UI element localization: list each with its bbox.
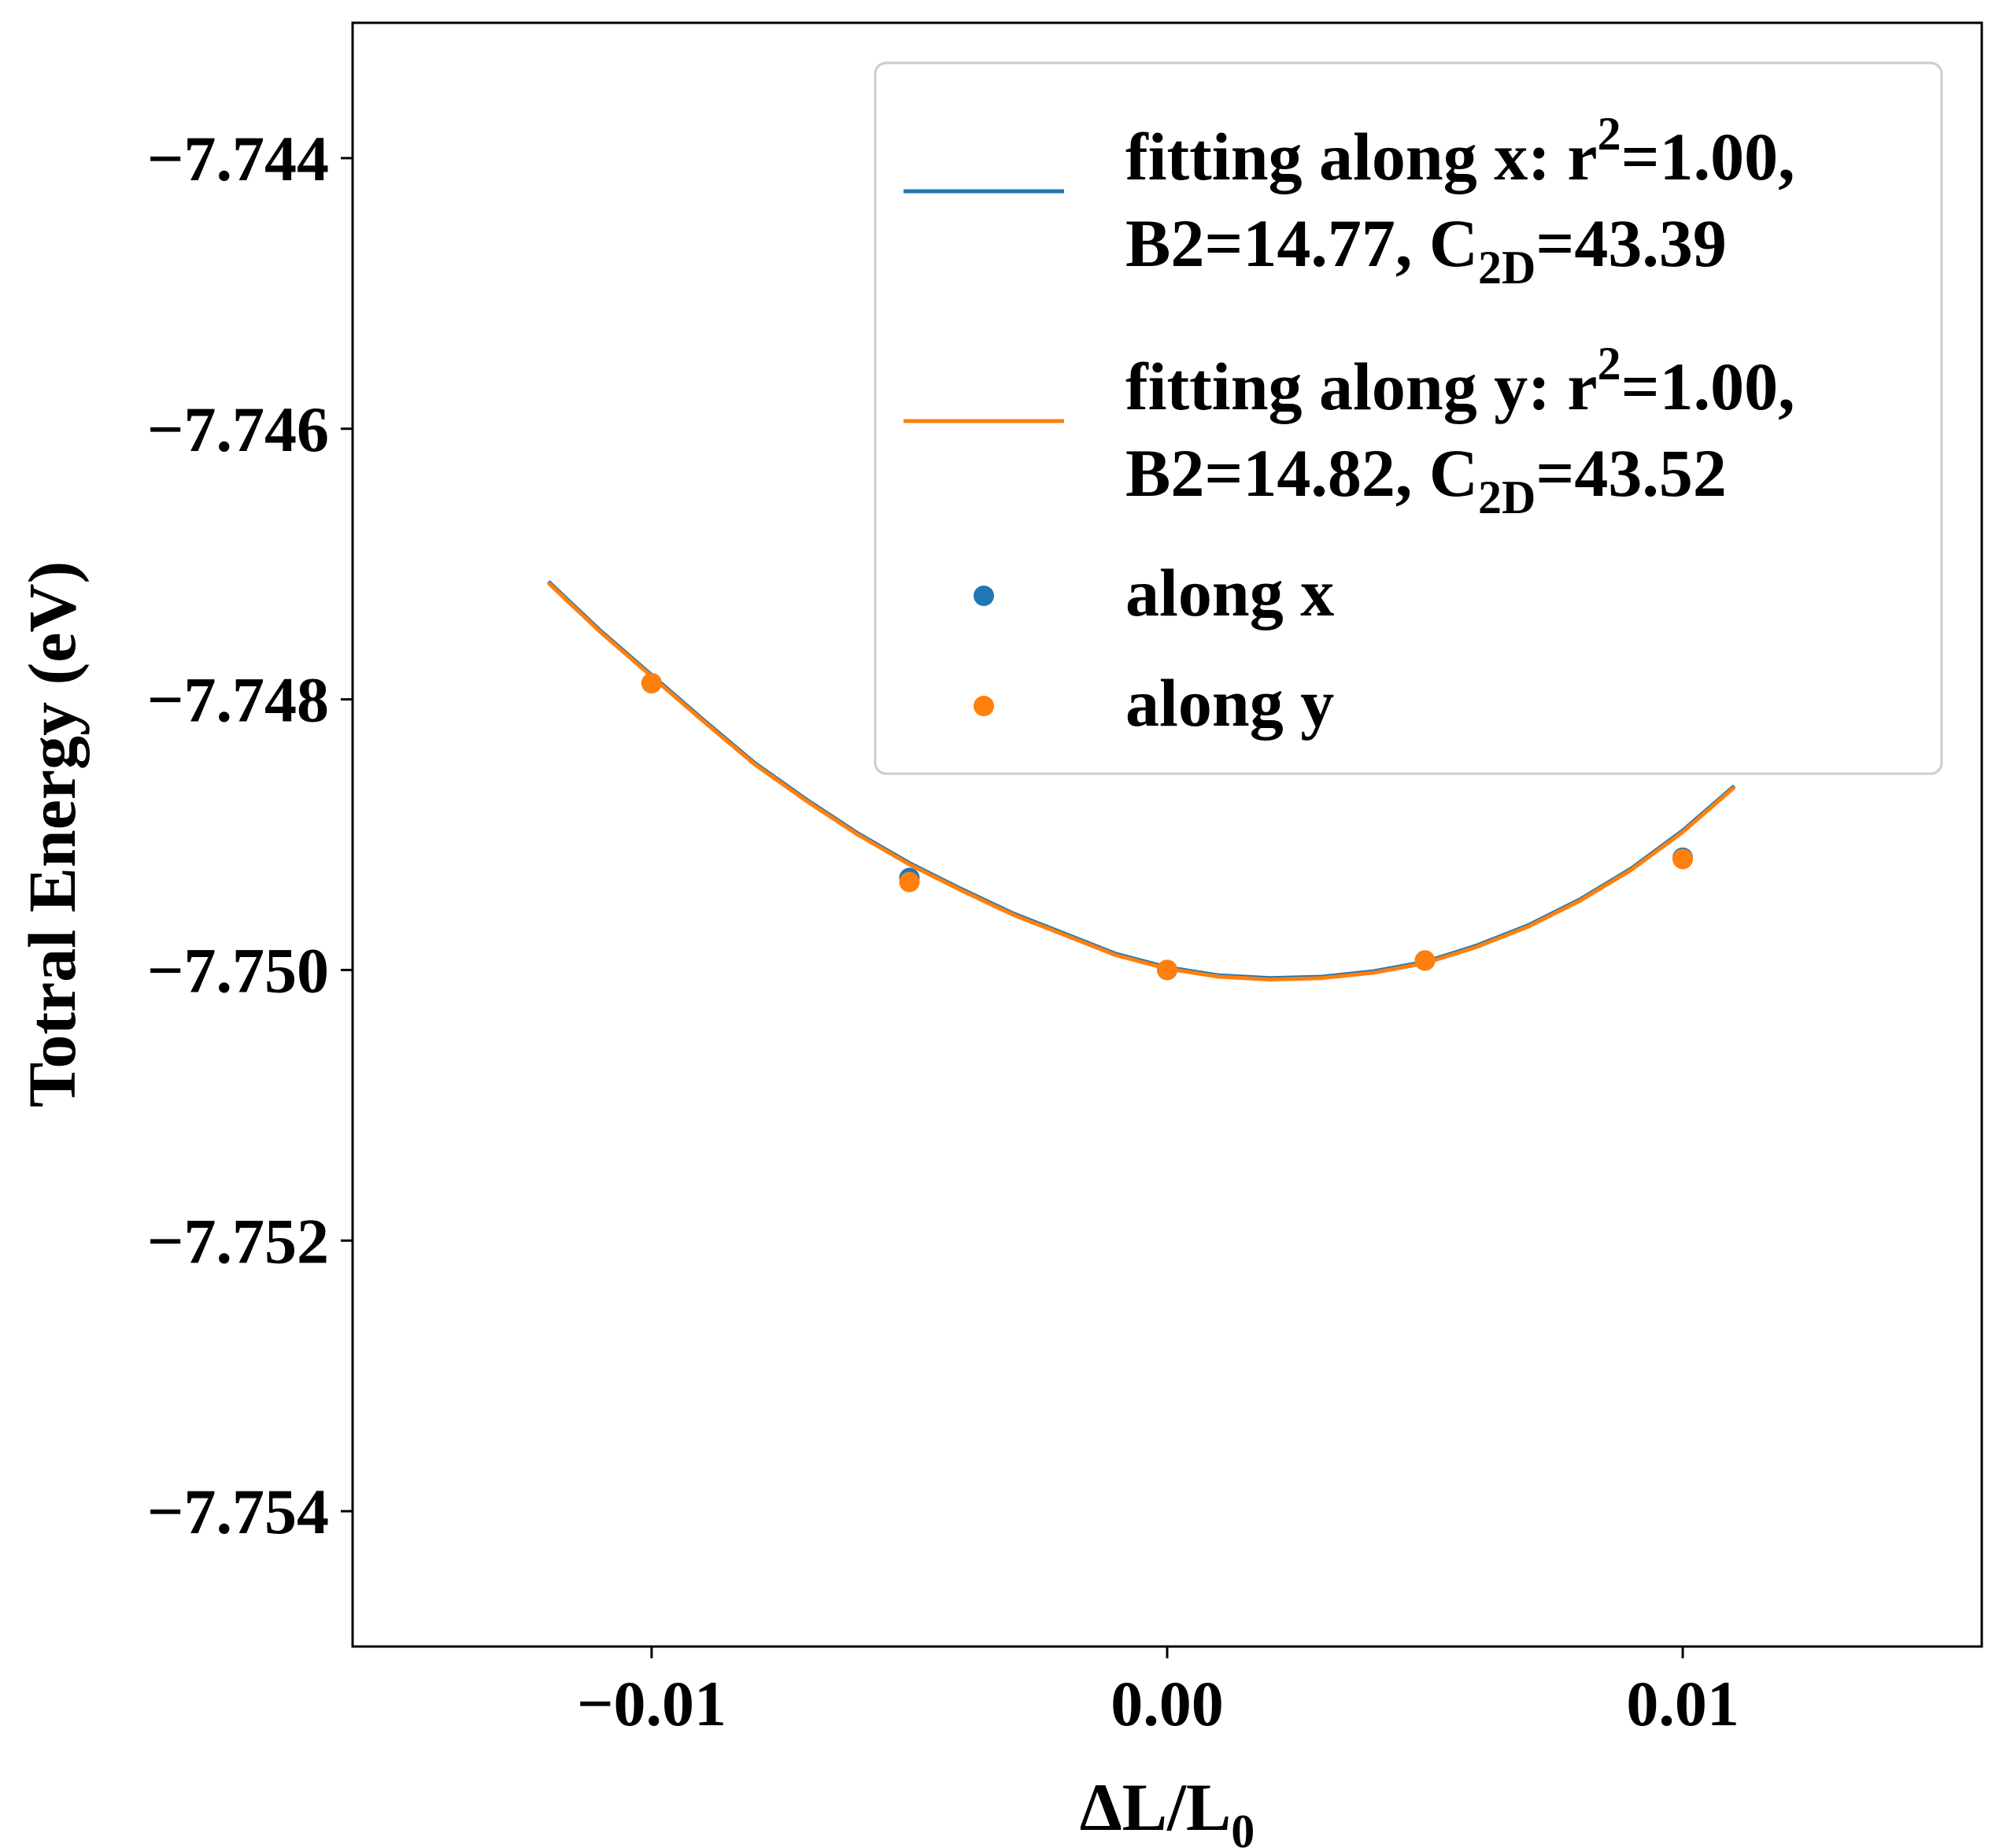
x-tick-label: 0.01 — [1626, 1668, 1739, 1739]
y-tick-label: −7.754 — [147, 1476, 329, 1547]
data-point-series-3-4 — [1672, 848, 1694, 870]
legend-label-along-x: along x — [1125, 555, 1334, 630]
x-tick-label: 0.00 — [1111, 1668, 1224, 1739]
data-point-series-3-2 — [1157, 959, 1177, 981]
series-line-1 — [547, 581, 1736, 981]
y-axis-label: Totral Energy (eV) — [14, 561, 90, 1107]
data-point-series-3-3 — [1414, 950, 1436, 971]
legend: fitting along x: r2=1.00, B2=14.77, C2D=… — [874, 61, 1943, 775]
y-tick-label: −7.750 — [147, 934, 329, 1006]
data-point-series-3-0 — [641, 672, 662, 693]
y-tick-label: −7.746 — [147, 394, 329, 465]
y-tick-label: −7.744 — [147, 123, 329, 194]
legend-label-fit-y-line1: fitting along y: r2=1.00, — [1125, 338, 1795, 424]
y-tick-label: −7.748 — [147, 664, 329, 736]
legend-marker-along-y — [974, 696, 994, 716]
series-points — [641, 672, 1694, 981]
legend-label-fit-x-line2: B2=14.77, C2D=43.39 — [1125, 205, 1727, 294]
x-axis-label: ΔL/L0 — [1080, 1769, 1255, 1848]
data-point-series-3-1 — [899, 871, 920, 893]
legend-frame — [874, 61, 1943, 775]
legend-marker-along-x — [974, 586, 994, 606]
y-axis-ticks: −7.754 −7.752 −7.750 −7.748 −7.746 −7.744 — [147, 123, 353, 1547]
x-tick-label: −0.01 — [577, 1668, 726, 1739]
legend-label-along-y: along y — [1125, 665, 1334, 741]
legend-label-fit-y-line2: B2=14.82, C2D=43.52 — [1125, 435, 1727, 523]
series-lines — [547, 580, 1736, 981]
legend-label-fit-x-line1: fitting along x: r2=1.00, — [1125, 108, 1795, 194]
x-axis-ticks: −0.01 0.00 0.01 — [577, 1647, 1739, 1739]
y-tick-label: −7.752 — [147, 1205, 329, 1277]
